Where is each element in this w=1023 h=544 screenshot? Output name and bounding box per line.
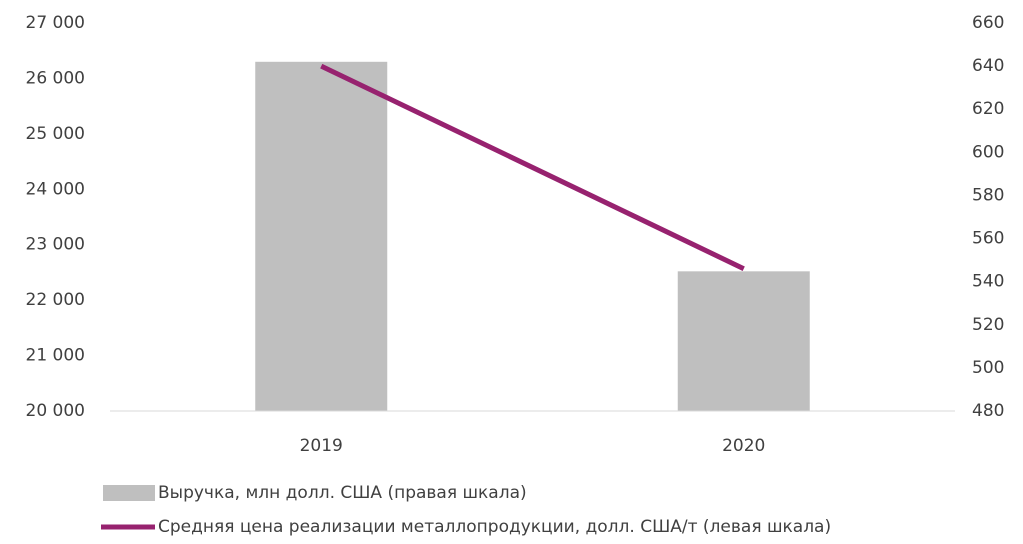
- y-tick-label: 24 000: [26, 179, 85, 199]
- y2-tick-label: 480: [972, 401, 1004, 421]
- line: [320, 63, 745, 271]
- y-tick-label: 27 000: [26, 13, 85, 33]
- y2-tick-label: 560: [972, 229, 1004, 249]
- y2-tick-label: 520: [972, 315, 1004, 335]
- y2-tick-label: 500: [972, 358, 1004, 378]
- y-tick-label: 21 000: [26, 346, 85, 366]
- y-tick-label: 20 000: [26, 401, 85, 421]
- x-tick-label: 2020: [722, 436, 765, 456]
- y-tick-label: 26 000: [26, 68, 85, 88]
- y2-tick-label: 540: [972, 272, 1004, 292]
- legend-label: Средняя цена реализации металлопродукции…: [158, 517, 831, 537]
- y2-tick-label: 620: [972, 99, 1004, 119]
- x-tick-label: 2019: [300, 436, 343, 456]
- y2-tick-label: 580: [972, 185, 1004, 205]
- y2-tick-label: 600: [972, 142, 1004, 162]
- y2-tick-label: 640: [972, 56, 1004, 76]
- y-tick-label: 23 000: [26, 235, 85, 255]
- y2-tick-label: 660: [972, 13, 1004, 33]
- legend-label: Выручка, млн долл. США (правая шкала): [158, 483, 527, 503]
- y-tick-label: 22 000: [26, 290, 85, 310]
- bar: [677, 271, 810, 411]
- bar: [255, 61, 388, 412]
- legend-swatch: [103, 485, 155, 501]
- y-tick-label: 25 000: [26, 124, 85, 144]
